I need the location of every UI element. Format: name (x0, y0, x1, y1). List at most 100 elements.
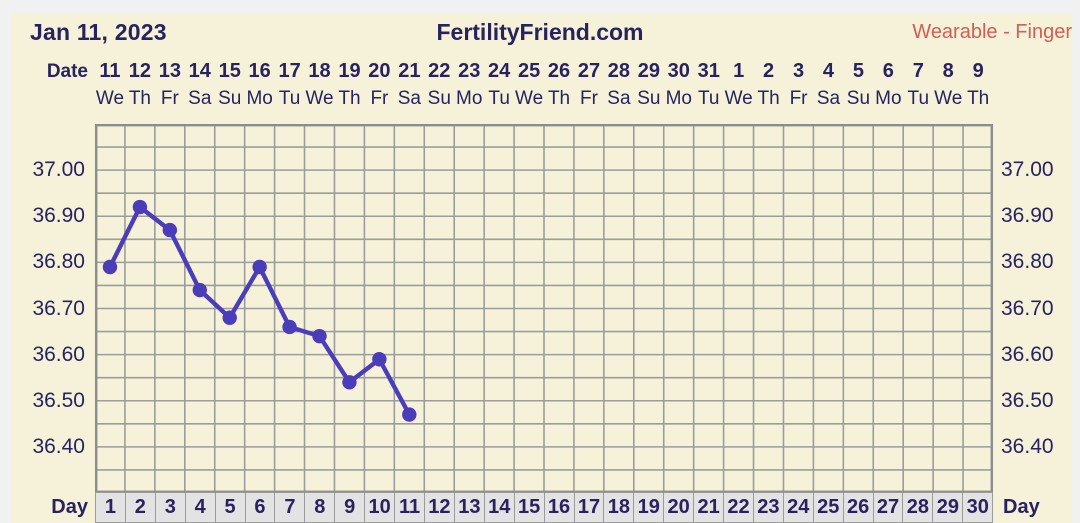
day-cell[interactable]: 17 (573, 492, 605, 523)
weekday-tick: Th (338, 88, 361, 109)
date-tick: 7 (912, 60, 924, 82)
day-cell[interactable]: 2 (124, 492, 156, 523)
date-tick: 6 (882, 60, 894, 82)
day-cell[interactable]: 14 (483, 492, 515, 523)
weekday-tick: Su (637, 88, 661, 109)
weekday-tick: Sa (397, 88, 421, 109)
date-tick: 19 (338, 60, 361, 82)
weekday-tick: Tu (907, 88, 930, 109)
weekday-tick: Tu (488, 88, 510, 109)
y-tick-left: 36.70 (32, 296, 85, 320)
date-tick: 18 (308, 60, 331, 82)
weekday-tick: Th (967, 88, 990, 109)
weekday-tick: Th (547, 88, 571, 109)
date-tick: 3 (792, 60, 805, 82)
weekday-tick: Mo (456, 88, 483, 109)
day-cell[interactable]: 24 (782, 492, 814, 523)
weekday-tick: We (934, 88, 963, 109)
day-axis-row: 1 2 3 4 5 6 7 8 9 10 11 12 13 14 15 16 17 18 19 20 21 22 23 24 2… (95, 492, 994, 523)
temperature-point (342, 375, 357, 390)
day-cell[interactable]: 25 (812, 492, 844, 523)
date-tick: 25 (517, 60, 541, 82)
weekday-tick: Mo (665, 88, 692, 109)
date-tick: 28 (607, 60, 631, 82)
y-tick-left: 36.60 (32, 342, 85, 366)
day-axis-label-right: Day (1003, 496, 1040, 518)
weekday-tick: Su (846, 88, 871, 109)
weekday-tick: Su (218, 88, 242, 109)
weekday-tick: Fr (160, 88, 179, 109)
day-cell[interactable]: 5 (214, 492, 246, 523)
date-tick: 21 (398, 60, 421, 82)
y-tick-left: 36.40 (32, 434, 85, 458)
day-cell[interactable]: 1 (95, 492, 126, 523)
y-tick-left: 36.80 (32, 250, 85, 274)
temperature-point (282, 319, 297, 335)
weekday-tick: Tu (278, 88, 301, 109)
weekday-tick: Th (757, 88, 780, 109)
date-tick: 29 (637, 60, 660, 82)
date-tick: 26 (547, 60, 571, 82)
y-tick-left: 36.50 (32, 388, 85, 412)
day-cell[interactable]: 21 (693, 492, 725, 523)
date-axis-label: Date (46, 61, 88, 82)
day-cell[interactable]: 6 (244, 492, 276, 523)
temperature-point (132, 199, 148, 215)
temperature-point (252, 259, 267, 275)
date-tick: 20 (368, 60, 391, 82)
day-cell[interactable]: 28 (902, 492, 934, 523)
day-cell[interactable]: 22 (723, 492, 754, 523)
day-cell[interactable]: 8 (304, 492, 336, 523)
chart-date: Jan 11, 2023 (30, 19, 167, 45)
date-tick: 1 (733, 60, 745, 82)
day-cell[interactable]: 26 (842, 492, 874, 523)
y-tick-left: 36.90 (32, 204, 85, 228)
date-tick: 8 (942, 60, 954, 82)
plot-border (95, 124, 993, 494)
day-cell[interactable]: 20 (663, 492, 695, 523)
day-cell[interactable]: 16 (543, 492, 575, 523)
date-tick: 11 (99, 60, 121, 82)
weekday-tick: Tu (697, 88, 720, 109)
date-tick: 9 (972, 60, 984, 82)
day-cell[interactable]: 30 (962, 492, 994, 523)
temperature-point (312, 328, 327, 344)
y-tick-right: 36.70 (1001, 296, 1054, 320)
temperature-point (222, 310, 237, 325)
day-cell[interactable]: 7 (274, 492, 306, 523)
day-cell[interactable]: 19 (633, 492, 665, 523)
weekday-tick: Sa (607, 88, 631, 109)
date-tick: 2 (763, 60, 775, 82)
y-tick-right: 36.90 (1001, 204, 1054, 228)
y-tick-left: 37.00 (32, 158, 85, 182)
day-cell[interactable]: 29 (932, 492, 964, 523)
day-cell[interactable]: 27 (872, 492, 904, 523)
device-label: Wearable - Finger (912, 21, 1072, 43)
y-tick-right: 36.50 (1001, 388, 1054, 412)
date-axis-row: 11 12 13 14 15 16 17 18 19 20 21 22 23 24 25 26 27 28 29 30… (95, 59, 993, 83)
day-cell[interactable]: 3 (154, 492, 186, 523)
temperature-point (192, 282, 207, 298)
y-tick-right: 36.80 (1001, 250, 1054, 274)
date-tick: 4 (822, 60, 835, 82)
day-cell[interactable]: 12 (423, 492, 455, 523)
day-cell[interactable]: 18 (603, 492, 635, 523)
weekday-tick: Su (427, 88, 451, 109)
date-tick: 12 (128, 60, 152, 82)
day-cell[interactable]: 4 (184, 492, 216, 523)
day-cell[interactable]: 9 (334, 492, 366, 523)
day-cell[interactable]: 15 (513, 492, 545, 523)
date-tick: 13 (158, 60, 181, 82)
date-tick: 23 (458, 60, 481, 82)
day-cell[interactable]: 13 (453, 492, 485, 523)
temperature-chart-svg (94, 123, 994, 494)
day-cell[interactable]: 23 (752, 492, 784, 523)
date-tick: 17 (278, 60, 301, 82)
date-tick: 27 (577, 60, 601, 82)
day-cell[interactable]: 10 (364, 492, 396, 523)
weekday-tick: Sa (188, 88, 212, 109)
temperature-point (162, 222, 178, 238)
date-tick: 5 (852, 60, 864, 82)
day-cell[interactable]: 11 (394, 492, 425, 523)
